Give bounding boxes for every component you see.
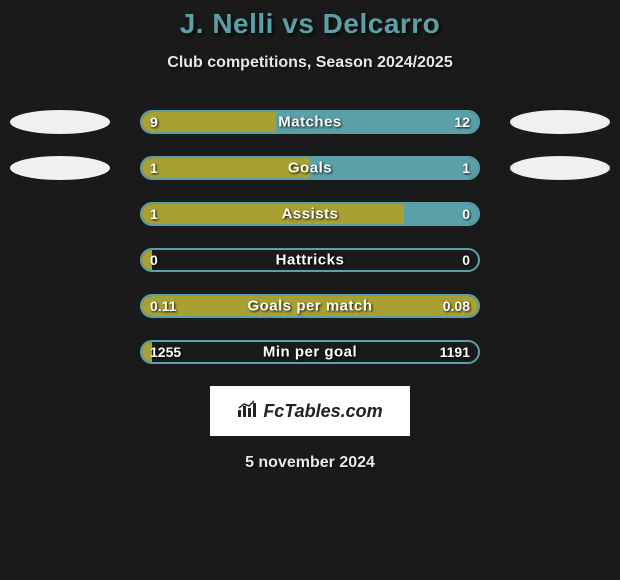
stat-value-left: 1 (150, 160, 158, 176)
subtitle: Club competitions, Season 2024/2025 (0, 54, 620, 72)
stat-label: Matches (142, 114, 478, 131)
stat-value-right: 1 (462, 160, 470, 176)
date-label: 5 november 2024 (0, 454, 620, 472)
stat-label: Min per goal (142, 344, 478, 361)
stat-value-right: 0.08 (443, 298, 470, 314)
player-badge-right (510, 110, 610, 134)
stat-value-left: 9 (150, 114, 158, 130)
stat-row: Min per goal1255 1191 (0, 340, 620, 364)
stat-value-right: 0 (462, 206, 470, 222)
player-badge-left (10, 110, 110, 134)
stat-bar: Hattricks0 0 (140, 248, 480, 272)
player-badge-right (510, 156, 610, 180)
stat-value-left: 0 (150, 252, 158, 268)
stat-row: Goals1 1 (0, 156, 620, 180)
player-badge-left (10, 156, 110, 180)
source-logo[interactable]: FcTables.com (210, 386, 410, 436)
stat-value-left: 1255 (150, 344, 181, 360)
stat-bar: Goals1 1 (140, 156, 480, 180)
comparison-container: J. Nelli vs Delcarro Club competitions, … (0, 0, 620, 472)
stat-value-right: 1191 (440, 344, 470, 360)
logo-text: FcTables.com (263, 401, 382, 422)
stat-value-right: 12 (454, 114, 470, 130)
stat-bar: Goals per match0.11 0.08 (140, 294, 480, 318)
stat-bar: Min per goal1255 1191 (140, 340, 480, 364)
stat-label: Assists (142, 206, 478, 223)
stat-bar: Assists1 0 (140, 202, 480, 226)
stat-row: Assists1 0 (0, 202, 620, 226)
stat-label: Goals per match (142, 298, 478, 315)
stat-value-left: 0.11 (150, 298, 176, 314)
stat-row: Hattricks0 0 (0, 248, 620, 272)
chart-icon (237, 400, 259, 423)
stat-label: Goals (142, 160, 478, 177)
stat-value-right: 0 (462, 252, 470, 268)
stat-row: Matches9 12 (0, 110, 620, 134)
stat-row: Goals per match0.11 0.08 (0, 294, 620, 318)
stat-label: Hattricks (142, 252, 478, 269)
stat-bar: Matches9 12 (140, 110, 480, 134)
stat-value-left: 1 (150, 206, 158, 222)
rows-wrapper: Matches912Goals11Assists10Hattricks00Goa… (0, 110, 620, 364)
page-title: J. Nelli vs Delcarro (0, 8, 620, 40)
